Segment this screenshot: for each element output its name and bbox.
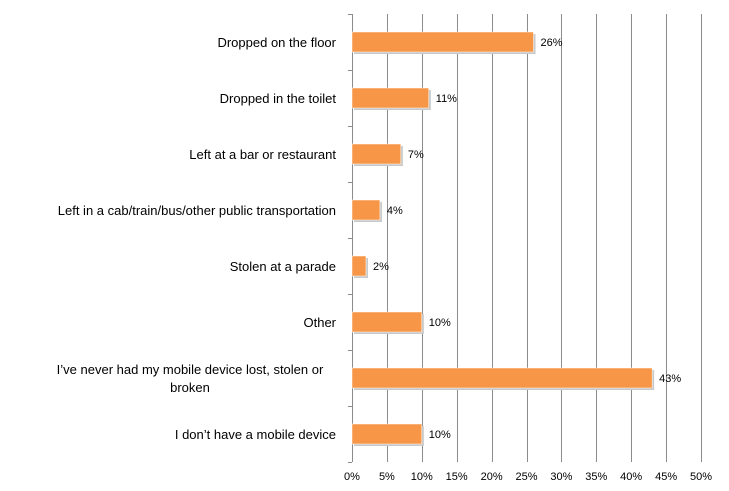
bar — [351, 143, 402, 165]
category-label: Left in a cab/train/bus/other public tra… — [58, 203, 336, 218]
data-label: 26% — [540, 37, 562, 49]
x-tick-label: 30% — [550, 471, 572, 483]
category-label: Dropped on the floor — [217, 35, 336, 50]
gridlines — [348, 14, 702, 463]
x-tick-label: 15% — [446, 471, 468, 483]
x-tick-label: 35% — [585, 471, 607, 483]
x-tick-label: 5% — [379, 471, 395, 483]
category-label: Other — [303, 315, 336, 330]
category-labels: Dropped on the floor Dropped in the toile… — [57, 35, 337, 442]
data-labels: 26% 11% 7% 4% 2% 10% 43% 10% — [373, 37, 681, 441]
category-label: Stolen at a parade — [230, 259, 336, 274]
data-label: 10% — [429, 317, 451, 329]
bar — [351, 423, 423, 445]
data-label: 4% — [387, 205, 403, 217]
bar — [351, 31, 534, 53]
bar — [351, 255, 367, 277]
data-label: 7% — [408, 149, 424, 161]
x-tick-label: 45% — [655, 471, 677, 483]
x-tick-label: 25% — [515, 471, 537, 483]
x-tick-label: 10% — [411, 471, 433, 483]
x-tick-label: 20% — [481, 471, 503, 483]
bar — [351, 87, 430, 109]
bar — [351, 199, 381, 221]
bars — [351, 31, 655, 446]
x-axis-tick-labels: 0% 5% 10% 15% 20% 25% 30% 35% 40% 45% 50% — [344, 471, 712, 483]
category-label: Dropped in the toilet — [220, 91, 337, 106]
category-label: I’ve never had my mobile device lost, st… — [57, 362, 324, 395]
data-label: 10% — [429, 429, 451, 441]
data-label: 43% — [659, 373, 681, 385]
x-tick-label: 40% — [620, 471, 642, 483]
bar — [351, 311, 423, 333]
data-label: 2% — [373, 261, 389, 273]
category-label: I don’t have a mobile device — [175, 427, 336, 442]
data-label: 11% — [436, 93, 457, 105]
category-label: Left at a bar or restaurant — [189, 147, 336, 162]
x-tick-label: 0% — [344, 471, 360, 483]
x-tick-label: 50% — [690, 471, 712, 483]
bar — [351, 367, 653, 389]
